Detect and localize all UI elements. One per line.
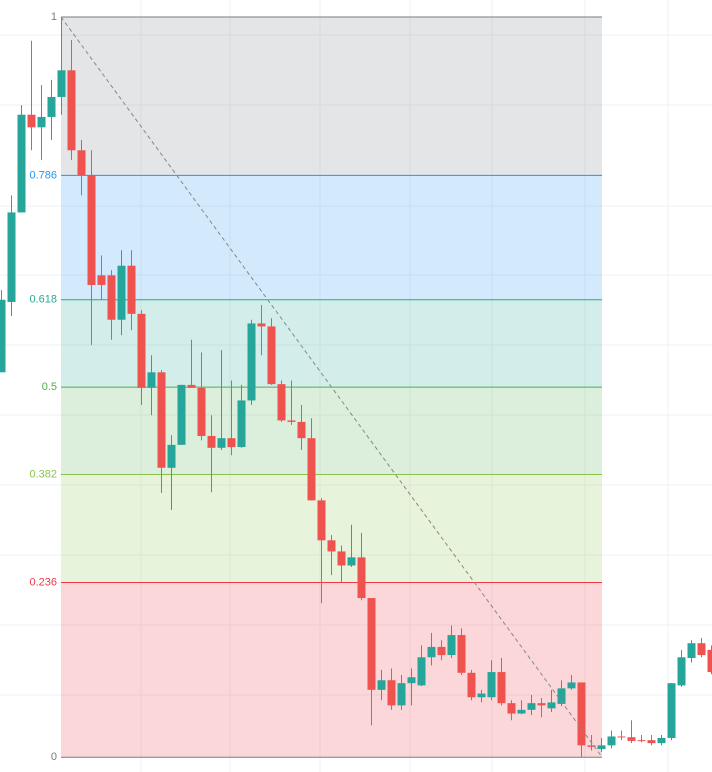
candle-body <box>227 438 236 448</box>
candle-body <box>257 323 266 327</box>
candle-body <box>537 703 546 706</box>
candle-body <box>247 323 256 401</box>
fib-level-label: 0 <box>51 751 57 763</box>
candle-body <box>67 70 76 151</box>
candle-body <box>437 646 446 656</box>
candle-body <box>467 672 476 698</box>
fib-level-label: 0.236 <box>29 576 57 588</box>
candle-body <box>687 643 696 659</box>
candle-body <box>617 736 626 738</box>
candle-body <box>357 557 366 599</box>
candle-body <box>547 702 556 709</box>
fib-band <box>61 582 602 758</box>
candle-body <box>637 740 646 742</box>
candle-body <box>657 737 666 744</box>
candle-body <box>707 649 712 673</box>
candle-body <box>557 688 566 704</box>
candle-body <box>177 384 186 445</box>
candle-body <box>697 643 706 656</box>
candle-body <box>377 680 386 690</box>
candle-body <box>407 677 416 684</box>
candle-body <box>117 265 126 320</box>
candle-body <box>647 740 656 744</box>
candle-body <box>337 551 346 566</box>
candle-body <box>267 326 276 385</box>
candle-body <box>577 682 586 746</box>
candle-body <box>667 683 676 738</box>
candle-body <box>677 657 686 686</box>
candle-body <box>37 116 46 128</box>
candle-body <box>287 420 296 422</box>
candle-body <box>157 372 166 468</box>
fib-band <box>61 387 602 475</box>
candle-body <box>587 745 596 747</box>
fib-level-label: 0.618 <box>29 294 57 306</box>
candle-body <box>97 275 106 285</box>
candle-body <box>367 598 376 690</box>
fib-level-label: 0.5 <box>42 381 57 393</box>
fib-retracement: 1 0.786 0.618 0.5 0.382 0.236 0 <box>29 11 602 763</box>
candle-body <box>147 372 156 388</box>
candle-body <box>197 387 206 436</box>
candle-body <box>0 299 6 373</box>
candle-body <box>277 384 286 421</box>
candle-body <box>7 212 16 302</box>
candle-body <box>397 683 406 706</box>
candle-body <box>487 672 496 698</box>
candle-body <box>527 703 536 710</box>
candle-body <box>447 635 456 656</box>
candle-body <box>307 438 316 501</box>
candle-body <box>507 703 516 714</box>
candle-body <box>457 635 466 673</box>
candle-body <box>567 682 576 689</box>
candle-body <box>517 709 526 714</box>
candle-body <box>237 400 246 448</box>
candles <box>0 17 712 758</box>
candle-body <box>47 96 56 117</box>
candle-body <box>167 444 176 468</box>
fib-level-label: 1 <box>51 11 57 23</box>
candle-body <box>27 114 36 128</box>
candle-body <box>317 500 326 541</box>
candle-body <box>387 680 396 706</box>
candle-body <box>107 275 116 320</box>
candle-body <box>207 435 216 448</box>
fib-band <box>61 17 602 176</box>
candle-body <box>597 745 606 750</box>
fib-level-label: 0.382 <box>29 468 57 480</box>
candle-body <box>417 657 426 686</box>
candle-body <box>327 540 336 552</box>
candle-body <box>57 70 66 97</box>
candle-body <box>127 265 136 314</box>
candle-body <box>137 313 146 388</box>
trend-line <box>60 16 603 758</box>
candle-body <box>297 421 306 439</box>
candle-body <box>627 737 636 741</box>
candle-body <box>17 114 26 213</box>
candle-body <box>477 693 486 698</box>
fib-band <box>61 175 602 300</box>
fib-level-label: 0.786 <box>29 169 57 181</box>
candle-body <box>87 175 96 285</box>
candle-body <box>217 438 226 448</box>
candle-body <box>607 736 616 746</box>
candle-body <box>497 672 506 704</box>
candle-body <box>187 384 196 388</box>
candle-body <box>77 150 86 176</box>
candle-body <box>347 557 356 566</box>
candle-body <box>427 646 436 658</box>
